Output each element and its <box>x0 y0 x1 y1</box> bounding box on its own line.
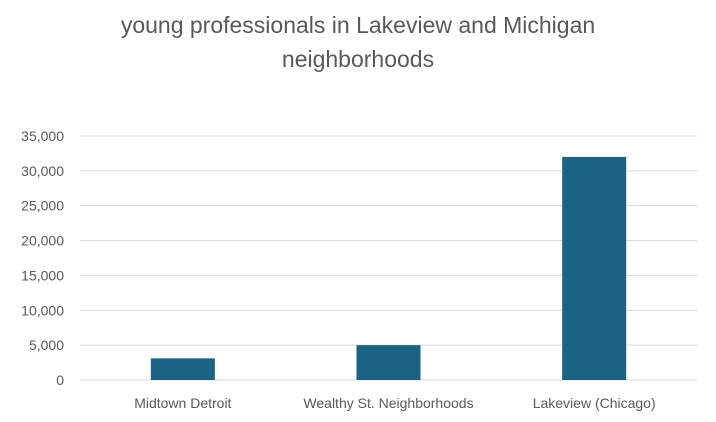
y-tick-label: 35,000 <box>21 128 64 144</box>
x-category-label: Lakeview (Chicago) <box>533 395 656 411</box>
bar <box>356 345 421 380</box>
bar <box>150 358 215 380</box>
y-axis-tick-labels: 0 5,000 10,000 15,000 20,000 25,000 30,000 35,0… <box>21 128 64 388</box>
chart-title: young professionals in Lakeview and Mich… <box>0 8 716 76</box>
x-category-label: Wealthy St. Neighborhoods <box>303 395 473 411</box>
y-tick-label: 15,000 <box>21 267 64 283</box>
y-tick-label: 30,000 <box>21 163 64 179</box>
bars <box>150 156 627 380</box>
y-tick-label: 10,000 <box>21 302 64 318</box>
x-category-label: Midtown Detroit <box>134 395 231 411</box>
chart-title-line-1: young professionals in Lakeview and Mich… <box>120 12 596 38</box>
y-tick-label: 25,000 <box>21 198 64 214</box>
x-axis-category-labels: Midtown Detroit Wealthy St. Neighborhoods… <box>134 395 655 411</box>
chart-title-line-2: neighborhoods <box>281 46 435 72</box>
bar <box>562 156 627 380</box>
y-tick-label: 5,000 <box>29 337 64 353</box>
y-tick-label: 0 <box>56 372 64 388</box>
y-tick-label: 20,000 <box>21 233 64 249</box>
